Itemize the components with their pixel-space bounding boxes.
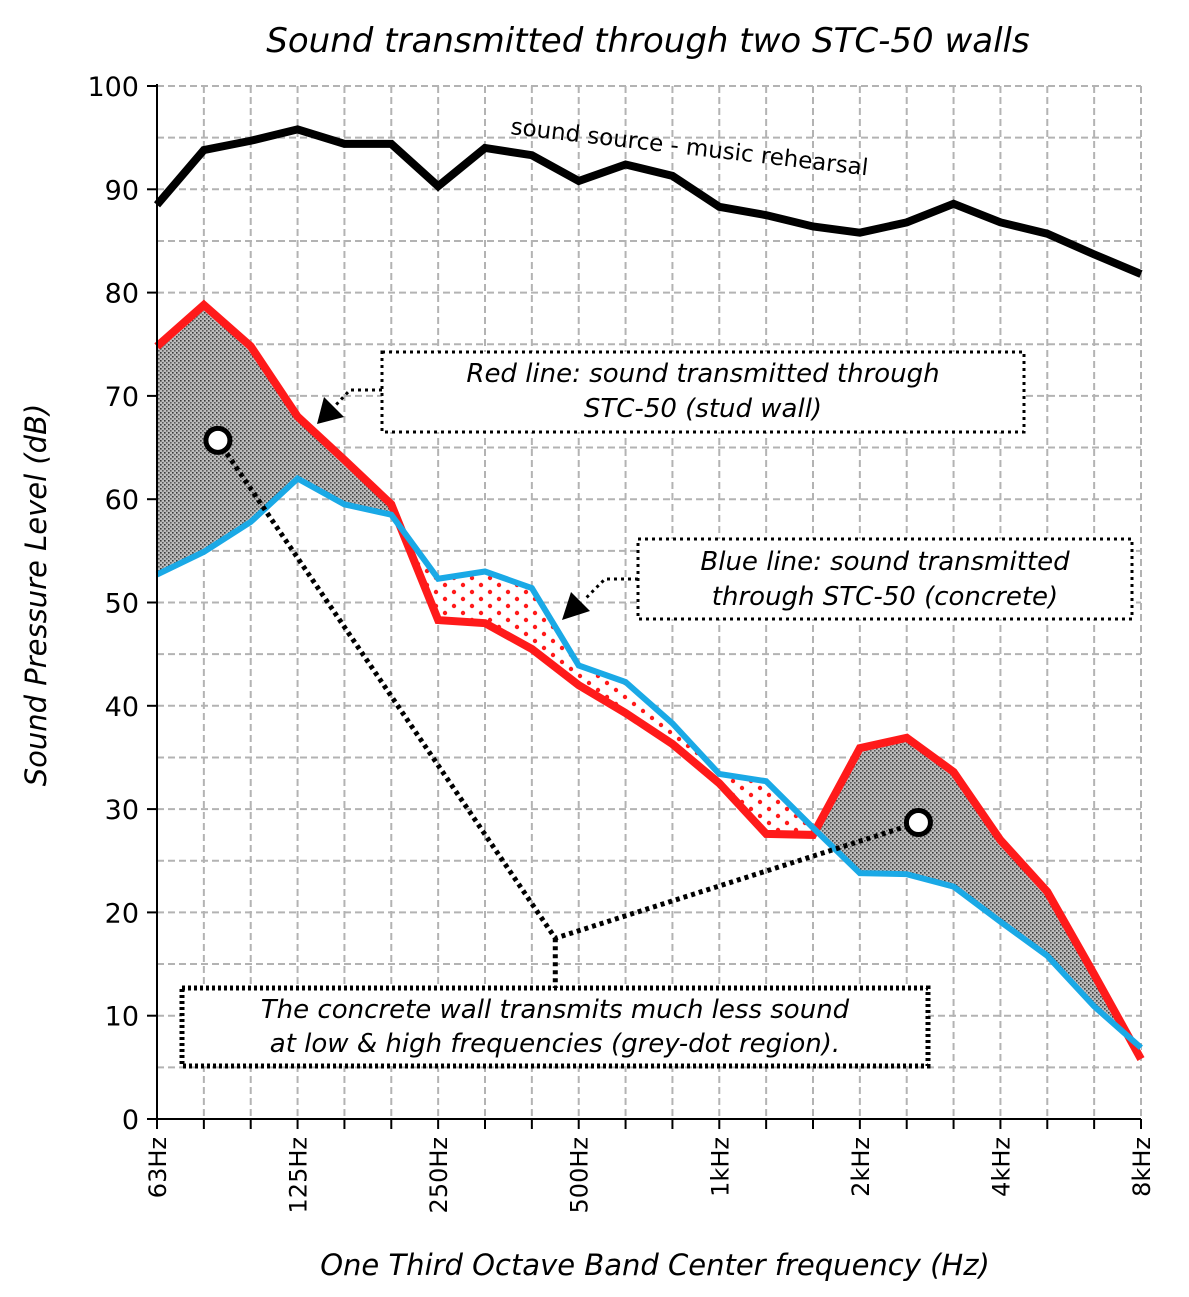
- region-marker-point: [903, 808, 933, 838]
- x-tick-label: 2kHz: [847, 1137, 875, 1197]
- red-note-box: [380, 350, 1026, 434]
- blue-note-arrowhead: [562, 592, 590, 620]
- region-markers: [203, 425, 933, 838]
- y-tick-label: 100: [87, 72, 139, 103]
- stud-wall-line: [154, 299, 1145, 1062]
- x-tick-label: 63Hz: [144, 1137, 172, 1198]
- blue-note-line-2: through STC-50 (concrete): [712, 582, 1058, 612]
- blue-line-note: Blue line: sound transmitted through STC…: [636, 537, 1134, 621]
- series-lines: [153, 125, 1145, 1062]
- grid: [156, 85, 1142, 1119]
- chart-title: Sound transmitted through two STC-50 wal…: [266, 21, 1029, 61]
- y-tick-label: 20: [105, 898, 139, 929]
- y-tick-label: 70: [105, 382, 139, 413]
- blue-note-box: [636, 537, 1134, 621]
- x-axis-label: One Third Octave Band Center frequency (…: [320, 1248, 990, 1282]
- grey-dot-region: [157, 304, 401, 575]
- axes: [147, 84, 1142, 1129]
- y-tick-label: 30: [105, 795, 139, 826]
- y-tick-label: 60: [105, 485, 139, 516]
- y-tick-label: 40: [105, 692, 139, 723]
- red-note-line-1: Red line: sound transmitted through: [466, 359, 939, 389]
- blue-note-leader: [582, 577, 638, 602]
- bottom-note-line-2: at low & high frequencies (grey-dot regi…: [270, 1029, 840, 1059]
- x-tick-label: 500Hz: [566, 1137, 594, 1213]
- x-tick-label: 125Hz: [285, 1137, 313, 1213]
- y-tick-label: 50: [105, 589, 139, 620]
- red-line-note: Red line: sound transmitted through STC-…: [380, 350, 1026, 434]
- source-line: [153, 125, 1143, 278]
- x-tick-label: 4kHz: [987, 1137, 1015, 1197]
- red-note-leader: [331, 388, 382, 410]
- concrete-line: [155, 474, 1143, 1050]
- bottom-note: The concrete wall transmits much less so…: [179, 985, 931, 1069]
- x-tick-labels: 63Hz 125Hz 250Hz 500Hz 1kHz 2kHz 4kHz 8kHz: [144, 1137, 1156, 1213]
- y-tick-label: 90: [105, 175, 139, 206]
- y-tick-label: 0: [122, 1105, 139, 1136]
- blue-note-line-1: Blue line: sound transmitted: [700, 547, 1070, 577]
- y-tick-labels: 0 10 20 30 40 50 60 70 80 90 100: [87, 72, 139, 1136]
- leader-lines: [215, 388, 920, 988]
- red-note-line-2: STC-50 (stud wall): [584, 394, 822, 424]
- bottom-note-line-1: The concrete wall transmits much less so…: [261, 995, 850, 1025]
- x-tick-label: 250Hz: [425, 1137, 453, 1213]
- red-note-arrowhead: [317, 397, 344, 424]
- y-tick-label: 10: [105, 1002, 139, 1033]
- red-dot-region: [400, 527, 816, 835]
- x-tick-label: 8kHz: [1128, 1137, 1156, 1197]
- bottom-note-box: [179, 985, 931, 1069]
- y-tick-label: 80: [105, 279, 139, 310]
- y-axis-label: Sound Pressure Level (dB): [19, 404, 53, 787]
- region-marker-point: [203, 425, 233, 455]
- x-tick-label: 1kHz: [706, 1137, 734, 1197]
- grey-dot-region: [815, 737, 1129, 1037]
